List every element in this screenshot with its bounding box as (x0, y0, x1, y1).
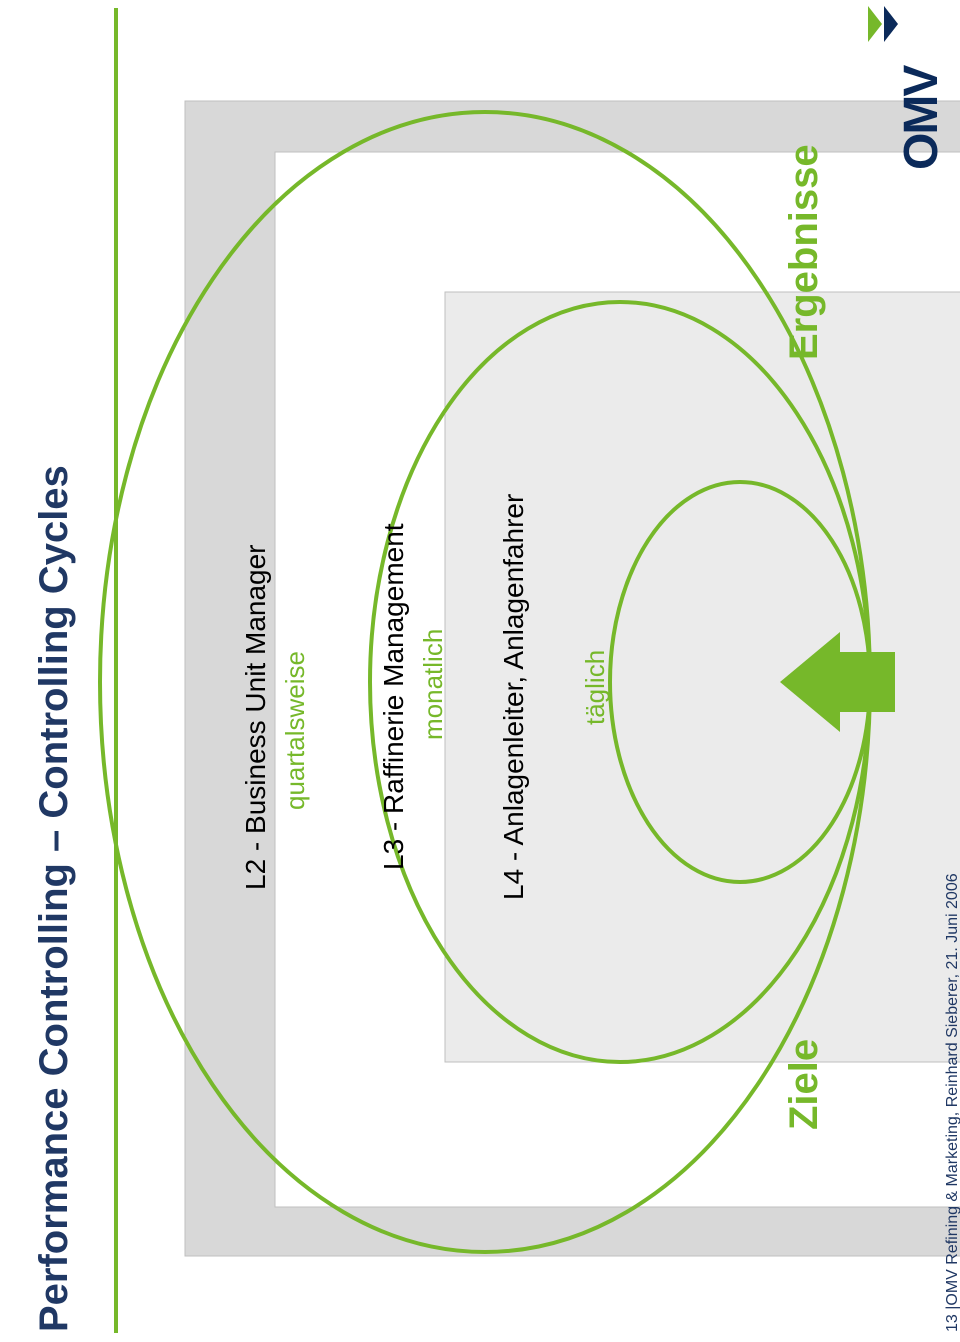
omv-logo-text: OMV (898, 67, 946, 170)
l2-label: L2 - Business Unit Manager (240, 290, 272, 890)
l2-freq-text: quartalsweise (280, 651, 310, 810)
l3-freq: monatlich (418, 340, 449, 740)
ergebnisse-label: Ergebnisse (782, 0, 827, 360)
l4-label: L4 - Anlagenleiter, Anlagenfahrer (498, 300, 530, 900)
footer-text: 13 |OMV Refining & Marketing, Reinhard S… (944, 432, 960, 1332)
omv-logo: OMV (868, 0, 953, 170)
l4-freq: täglich (580, 425, 611, 725)
footer-content: 13 |OMV Refining & Marketing, Reinhard S… (944, 873, 960, 1332)
l3-label: L3 - Raffinerie Management (378, 270, 410, 870)
ziele-text: Ziele (782, 1039, 826, 1130)
l3-freq-text: monatlich (418, 629, 448, 740)
ergebnisse-text: Ergebnisse (782, 144, 826, 360)
l4-label-text: L4 - Anlagenleiter, Anlagenfahrer (498, 494, 529, 900)
l4-freq-text: täglich (580, 650, 610, 725)
l2-label-text: L2 - Business Unit Manager (240, 544, 271, 890)
slide: Performance Controlling – Controlling Cy… (0, 0, 960, 1342)
l3-label-text: L3 - Raffinerie Management (378, 523, 409, 870)
l2-freq: quartalsweise (280, 410, 311, 810)
ziele-label: Ziele (782, 890, 827, 1130)
